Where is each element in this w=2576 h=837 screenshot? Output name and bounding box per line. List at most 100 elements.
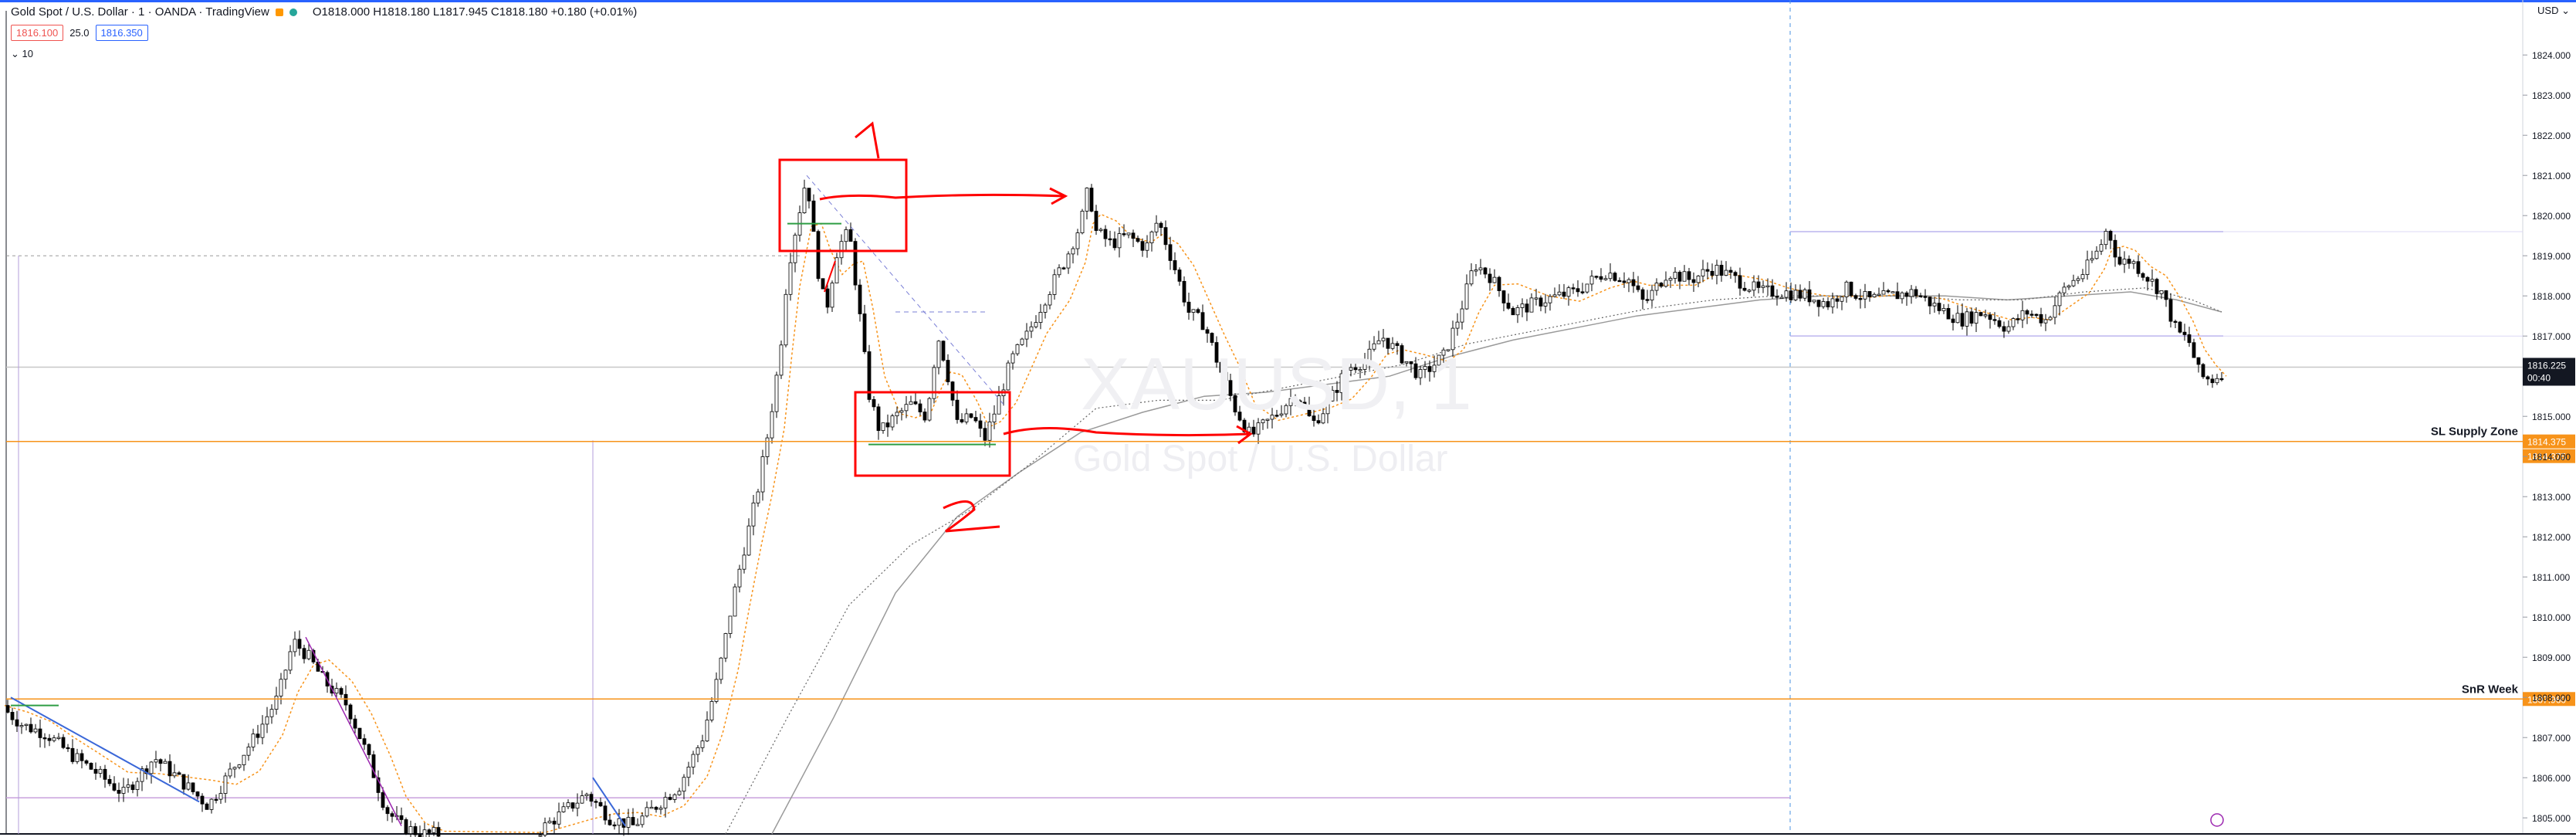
candle-body bbox=[140, 768, 144, 782]
candle-body bbox=[52, 737, 56, 741]
candle-body bbox=[802, 188, 807, 214]
indicator-row[interactable]: ⌄ 10 bbox=[11, 48, 33, 60]
candle-body bbox=[1571, 287, 1576, 290]
countdown-text: 00:40 bbox=[2527, 373, 2551, 384]
candle-body bbox=[1891, 291, 1895, 293]
candle-body bbox=[1071, 248, 1075, 255]
price-axis: 1824.000 1823.000 1822.000 1821.000 1820.000… bbox=[2523, 50, 2571, 824]
candle-body bbox=[964, 413, 969, 422]
candle-body bbox=[1715, 265, 1719, 276]
currency-selector[interactable]: USD ⌄ bbox=[2537, 5, 2570, 17]
candle-body bbox=[1580, 291, 1585, 293]
candle-body bbox=[1988, 314, 1992, 320]
candle-body bbox=[1677, 272, 1682, 282]
candle-body bbox=[1974, 312, 1979, 324]
candle-body bbox=[770, 411, 774, 439]
y-tick-label: 1806.000 bbox=[2532, 773, 2571, 784]
candle-body bbox=[547, 821, 552, 824]
candle-body bbox=[2113, 239, 2117, 258]
candle-body bbox=[232, 767, 237, 770]
candle-body bbox=[746, 525, 751, 556]
candle-body bbox=[1376, 340, 1381, 344]
candle-body bbox=[61, 737, 66, 748]
y-tick-label: 1817.000 bbox=[2532, 331, 2571, 342]
candle-body bbox=[1020, 338, 1024, 345]
candle-body bbox=[126, 784, 130, 788]
candle-body bbox=[2057, 292, 2062, 307]
candle-body bbox=[1752, 281, 1756, 291]
candle-body bbox=[557, 812, 561, 825]
candle-body bbox=[357, 727, 362, 740]
watermark-description: Gold Spot / U.S. Dollar bbox=[1073, 439, 1448, 479]
candle-body bbox=[427, 829, 432, 833]
candle-body bbox=[1659, 283, 1664, 287]
candle-body bbox=[737, 568, 742, 588]
candle-body bbox=[1325, 400, 1330, 415]
candle-body bbox=[1085, 188, 1089, 212]
y-tick-label: 1818.000 bbox=[2532, 291, 2571, 302]
candle-body bbox=[1474, 269, 1478, 272]
candle-body bbox=[1761, 285, 1765, 288]
candle-body bbox=[742, 554, 746, 570]
key-level-tag bbox=[2523, 692, 2575, 707]
candle-body bbox=[1548, 296, 1552, 303]
candle-body bbox=[848, 229, 853, 242]
candle-body bbox=[1594, 276, 1599, 278]
candle-body bbox=[918, 403, 922, 412]
candle-body bbox=[84, 760, 89, 764]
candle-body bbox=[649, 807, 654, 809]
candle-body bbox=[1645, 299, 1650, 301]
candle-body bbox=[2122, 259, 2127, 265]
candle-body bbox=[1048, 294, 1052, 306]
candle-body bbox=[1853, 295, 1858, 299]
candle-body bbox=[686, 766, 691, 778]
purple-trendline bbox=[305, 636, 402, 826]
candle-body bbox=[719, 657, 723, 680]
candle-body bbox=[654, 807, 658, 810]
candle-body bbox=[1224, 371, 1228, 381]
candle-body bbox=[1710, 270, 1715, 276]
symbol-title[interactable]: Gold Spot / U.S. Dollar · 1 · OANDA · Tr… bbox=[11, 5, 269, 19]
candle-body bbox=[890, 415, 895, 428]
candle-body bbox=[75, 753, 80, 762]
candle-body bbox=[580, 795, 584, 804]
candle-body bbox=[1122, 233, 1126, 236]
candle-body bbox=[1274, 415, 1279, 417]
candle-body bbox=[1149, 231, 1154, 243]
candle-body bbox=[811, 200, 816, 232]
y-tick-label: 1822.000 bbox=[2532, 130, 2571, 141]
candle-body bbox=[1923, 296, 1928, 298]
candle-body bbox=[598, 801, 603, 807]
candle-body bbox=[751, 502, 756, 527]
candle-body bbox=[1515, 307, 1520, 316]
candle-body bbox=[2090, 258, 2094, 261]
candle-body bbox=[2080, 274, 2085, 280]
candle-body bbox=[418, 834, 422, 837]
candle-body bbox=[408, 826, 413, 835]
candle-body bbox=[1400, 345, 1404, 364]
key-level-tag bbox=[2523, 449, 2575, 463]
chevron-down-icon[interactable]: ⌄ bbox=[11, 48, 19, 59]
candle-body bbox=[1154, 222, 1159, 232]
candle-body bbox=[89, 763, 93, 770]
candle-body bbox=[1872, 293, 1877, 297]
candle-body bbox=[1413, 363, 1418, 378]
key-level-label: SnR Week bbox=[2462, 683, 2519, 696]
candle-body bbox=[1608, 273, 1613, 280]
key-level-tag-text: 1814.375 bbox=[2527, 437, 2566, 448]
candle-body bbox=[1728, 269, 1733, 273]
candle-body bbox=[2192, 342, 2196, 358]
candle-body bbox=[1432, 364, 1437, 372]
candle-body bbox=[969, 413, 973, 418]
candle-body bbox=[1622, 280, 1627, 283]
red-arrow-2 bbox=[1003, 427, 1251, 437]
ask-box[interactable]: 1816.350 bbox=[95, 25, 148, 41]
candle-body bbox=[1168, 244, 1173, 261]
candle-body bbox=[1483, 267, 1488, 275]
bid-box[interactable]: 1816.100 bbox=[11, 25, 64, 41]
candle-body bbox=[705, 720, 709, 742]
candle-body bbox=[297, 639, 302, 649]
candle-body bbox=[2178, 321, 2182, 333]
candle-body bbox=[1492, 276, 1497, 283]
